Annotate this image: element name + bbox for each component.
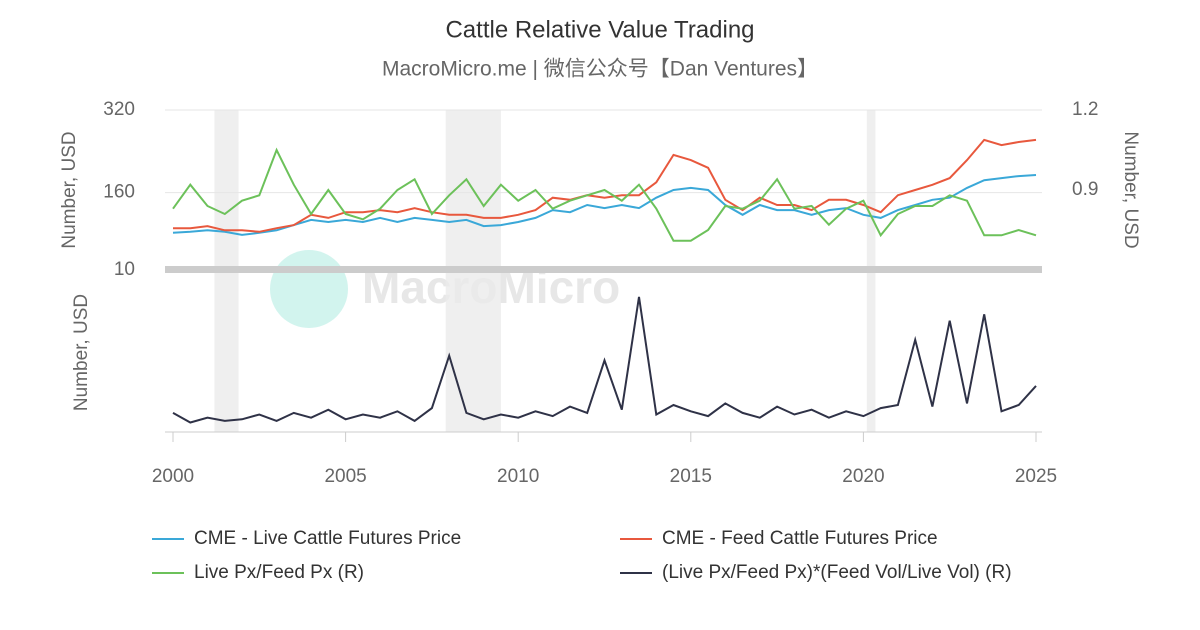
legend-label: CME - Feed Cattle Futures Price xyxy=(662,528,938,549)
y-axis-label: Number, USD xyxy=(59,131,80,248)
x-tick-label: 2000 xyxy=(152,466,194,487)
y2-tick-label: 0.9 xyxy=(1072,179,1098,200)
x-tick-label: 2005 xyxy=(324,466,366,487)
y-axis-label: Number, USD xyxy=(71,294,92,411)
chart-subtitle: MacroMicro.me | 微信公众号【Dan Ventures】 xyxy=(382,58,818,81)
series-line xyxy=(172,147,1037,242)
y-tick-label: 10 xyxy=(114,259,135,280)
series-line xyxy=(173,138,1037,233)
y-tick-label: 160 xyxy=(103,182,135,203)
chart-title: Cattle Relative Value Trading xyxy=(445,16,754,43)
series-line xyxy=(172,174,1037,236)
legend-label: (Live Px/Feed Px)*(Feed Vol/Live Vol) (R… xyxy=(662,562,1012,583)
series-line xyxy=(172,296,1037,424)
x-tick-label: 2015 xyxy=(670,466,712,487)
y2-tick-label: 1.2 xyxy=(1072,99,1098,120)
legend-label: Live Px/Feed Px (R) xyxy=(194,562,364,583)
x-tick-label: 2020 xyxy=(842,466,884,487)
x-tick-label: 2025 xyxy=(1015,466,1057,487)
y-tick-label: 320 xyxy=(103,99,135,120)
watermark-logo xyxy=(270,250,348,328)
legend-label: CME - Live Cattle Futures Price xyxy=(194,528,461,549)
y2-axis-label: Number, USD xyxy=(1120,131,1141,248)
x-tick-label: 2010 xyxy=(497,466,539,487)
